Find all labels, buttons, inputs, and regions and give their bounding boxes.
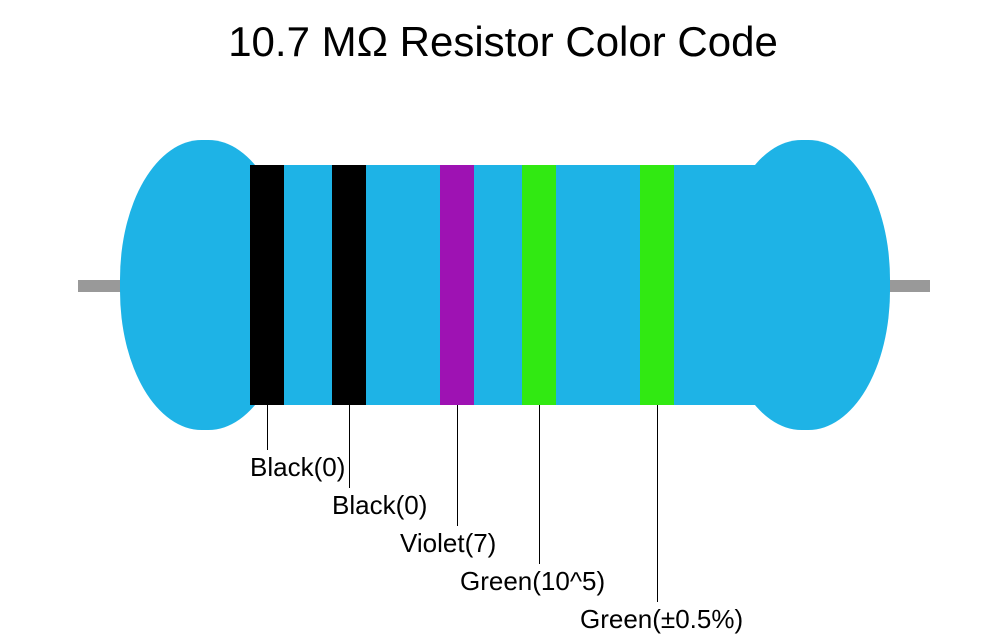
band-4-label: Green(10^5) xyxy=(460,566,605,597)
band-2-leader xyxy=(349,405,350,488)
band-1 xyxy=(250,165,284,405)
resistor-body xyxy=(200,165,810,405)
diagram-title: 10.7 MΩ Resistor Color Code xyxy=(0,18,1006,66)
band-3 xyxy=(440,165,474,405)
band-1-label: Black(0) xyxy=(250,452,345,483)
band-2-label: Black(0) xyxy=(332,490,427,521)
band-2 xyxy=(332,165,366,405)
band-5 xyxy=(640,165,674,405)
band-3-label: Violet(7) xyxy=(400,528,496,559)
band-5-leader xyxy=(657,405,658,602)
band-4-leader xyxy=(539,405,540,564)
band-5-label: Green(±0.5%) xyxy=(580,604,743,635)
band-4 xyxy=(522,165,556,405)
band-3-leader xyxy=(457,405,458,526)
band-1-leader xyxy=(267,405,268,450)
resistor-figure: Black(0)Black(0)Violet(7)Green(10^5)Gree… xyxy=(0,80,1006,600)
